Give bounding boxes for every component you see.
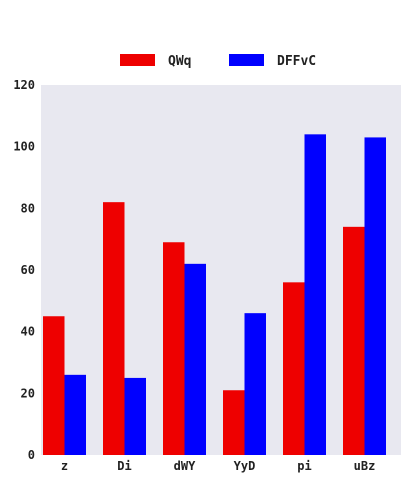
x-tick-label: Di xyxy=(117,459,131,473)
y-tick-label: 40 xyxy=(21,325,35,339)
bars-group xyxy=(43,134,386,456)
bar-QWq-YyD xyxy=(223,390,245,455)
y-tick-label: 0 xyxy=(28,448,35,462)
bar-DFFvC-pi xyxy=(304,134,326,456)
y-tick-label: 120 xyxy=(13,78,35,92)
legend-label-DFFvC: DFFvC xyxy=(277,54,316,69)
bar-DFFvC-YyD xyxy=(244,313,266,455)
legend-swatch-DFFvC xyxy=(229,54,264,66)
legend-swatch-QWq xyxy=(120,54,155,66)
bar-DFFvC-uBz xyxy=(364,137,386,455)
x-tick-label: pi xyxy=(297,459,311,473)
plot-area xyxy=(41,85,401,455)
y-tick-label: 20 xyxy=(21,386,35,400)
y-tick-label: 80 xyxy=(21,201,35,215)
y-tick-label: 60 xyxy=(21,263,35,277)
legend: QWq DFFvC xyxy=(120,54,316,69)
x-tick-label: dWY xyxy=(174,459,196,473)
x-tick-label: uBz xyxy=(354,459,376,473)
bar-QWq-Di xyxy=(103,202,125,455)
bar-QWq-pi xyxy=(283,282,305,455)
bar-DFFvC-Di xyxy=(124,377,146,455)
bar-QWq-uBz xyxy=(343,226,365,455)
bar-QWq-dWY xyxy=(163,242,185,455)
y-axis: 0 20 40 60 80 100 120 xyxy=(13,78,35,462)
bar-DFFvC-dWY xyxy=(184,263,206,455)
bar-QWq-z xyxy=(43,316,65,455)
y-tick-label: 100 xyxy=(13,140,35,154)
x-axis: z Di dWY YyD pi uBz xyxy=(61,459,375,473)
bar-DFFvC-z xyxy=(64,374,86,455)
legend-label-QWq: QWq xyxy=(168,54,191,69)
x-tick-label: z xyxy=(61,459,68,473)
x-tick-label: YyD xyxy=(234,459,256,473)
